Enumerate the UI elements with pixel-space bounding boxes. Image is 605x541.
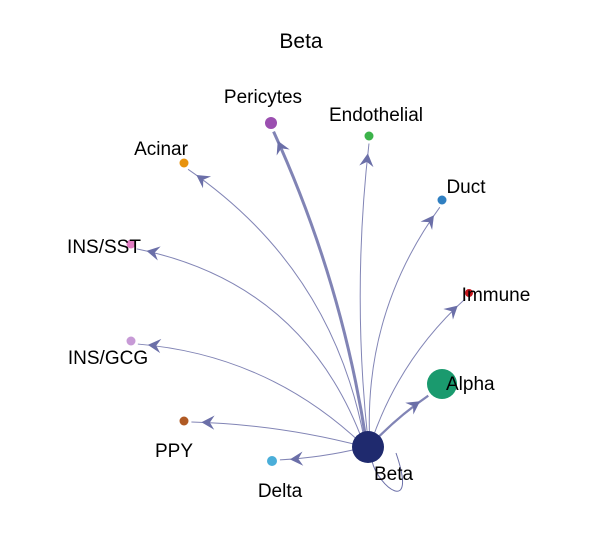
edge-alpha (371, 394, 429, 444)
edge-pericytes (272, 130, 368, 442)
arrowhead-duct (420, 215, 434, 230)
edge-immune (370, 298, 466, 443)
node-ppy (179, 416, 189, 426)
node-label-pericytes: Pericytes (224, 87, 302, 108)
arrowhead-alpha (405, 401, 421, 415)
edge-endothelial (359, 143, 370, 442)
node-beta (352, 431, 384, 463)
arrowhead-pericytes (276, 140, 290, 156)
node-pericytes (265, 117, 277, 129)
node-label-duct: Duct (446, 177, 486, 198)
edge-layer (136, 130, 466, 492)
node-label-alpha: Alpha (446, 374, 495, 395)
node-ins-gcg (126, 336, 136, 346)
self-loop-edge (371, 452, 404, 492)
node-label-ins-gcg: INS/GCG (68, 348, 148, 369)
edge-ppy (191, 421, 363, 447)
node-label-beta: Beta (374, 464, 414, 485)
arrowhead-ppy (201, 415, 215, 430)
arrowhead-endothelial (359, 153, 374, 168)
node-immune (465, 289, 473, 297)
diagram-title: Beta (279, 30, 323, 53)
edge-acinar (187, 168, 366, 443)
label-layer: Pericytes Endothelial Acinar Duct INS/SST Imm… (67, 87, 530, 502)
node-duct (437, 195, 447, 205)
node-label-acinar: Acinar (134, 139, 189, 160)
node-ins-sst (126, 239, 136, 249)
node-layer (126, 117, 473, 466)
node-acinar (179, 158, 189, 168)
node-label-immune: Immune (462, 285, 531, 306)
node-label-ppy: PPY (155, 441, 193, 462)
arrowhead-acinar (196, 174, 212, 189)
node-delta (267, 456, 277, 466)
node-label-ins-sst: INS/SST (67, 237, 141, 258)
node-label-delta: Delta (258, 481, 303, 502)
arrowhead-ins-sst (146, 246, 161, 261)
arrowhead-immune (443, 305, 458, 320)
node-endothelial (364, 131, 374, 141)
arrowhead-delta (289, 451, 304, 466)
node-label-endothelial: Endothelial (329, 105, 423, 126)
edge-ins-sst (136, 248, 364, 444)
node-alpha (427, 369, 457, 399)
edge-ins-gcg (137, 343, 363, 445)
edge-duct (368, 206, 441, 442)
arrowhead-ins-gcg (147, 338, 162, 354)
